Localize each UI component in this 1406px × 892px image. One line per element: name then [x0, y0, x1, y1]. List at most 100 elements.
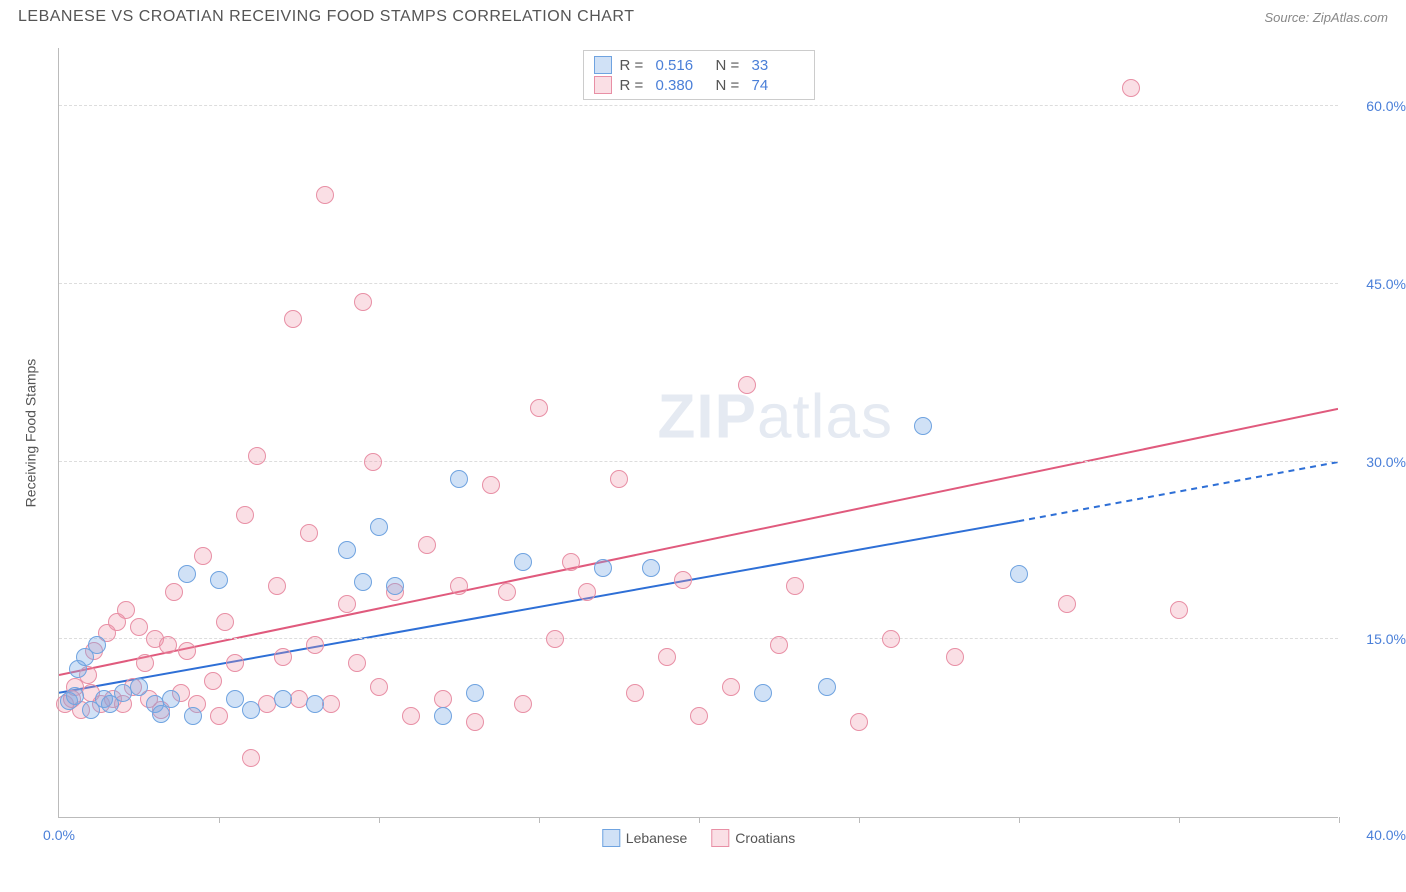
- data-point-lebanese: [152, 705, 170, 723]
- data-point-croatians: [690, 707, 708, 725]
- scatter-chart: ZIPatlas R = 0.516 N = 33 R = 0.380 N = …: [58, 48, 1338, 818]
- stat-R-label: R =: [620, 57, 648, 74]
- data-point-croatians: [482, 476, 500, 494]
- data-point-croatians: [216, 613, 234, 631]
- stat-N-value-lebanese: 33: [752, 57, 804, 74]
- gridline: [59, 638, 1338, 639]
- stats-row-lebanese: R = 0.516 N = 33: [594, 55, 804, 75]
- data-point-lebanese: [370, 518, 388, 536]
- data-point-croatians: [322, 695, 340, 713]
- x-tick: [1179, 817, 1180, 823]
- data-point-croatians: [306, 636, 324, 654]
- x-tick: [1019, 817, 1020, 823]
- data-point-croatians: [178, 642, 196, 660]
- swatch-croatians: [594, 76, 612, 94]
- data-point-croatians: [348, 654, 366, 672]
- stat-N-value-croatians: 74: [752, 77, 804, 94]
- data-point-lebanese: [226, 690, 244, 708]
- data-point-croatians: [450, 577, 468, 595]
- data-point-lebanese: [242, 701, 260, 719]
- data-point-croatians: [770, 636, 788, 654]
- data-point-lebanese: [818, 678, 836, 696]
- data-point-croatians: [610, 470, 628, 488]
- data-point-croatians: [159, 636, 177, 654]
- data-point-croatians: [210, 707, 228, 725]
- stat-N-label: N =: [716, 77, 744, 94]
- data-point-croatians: [530, 399, 548, 417]
- x-tick-label-max: 40.0%: [1366, 827, 1406, 843]
- y-tick-label: 60.0%: [1366, 98, 1406, 114]
- gridline: [59, 105, 1338, 106]
- stat-R-value-lebanese: 0.516: [656, 57, 708, 74]
- data-point-croatians: [1170, 601, 1188, 619]
- legend-label-lebanese: Lebanese: [626, 830, 688, 846]
- data-point-lebanese: [386, 577, 404, 595]
- data-point-lebanese: [306, 695, 324, 713]
- data-point-croatians: [364, 453, 382, 471]
- data-point-croatians: [354, 293, 372, 311]
- data-point-croatians: [316, 186, 334, 204]
- stat-R-value-croatians: 0.380: [656, 77, 708, 94]
- y-tick-label: 30.0%: [1366, 454, 1406, 470]
- data-point-croatians: [626, 684, 644, 702]
- data-point-lebanese: [434, 707, 452, 725]
- data-point-croatians: [248, 447, 266, 465]
- data-point-lebanese: [178, 565, 196, 583]
- stats-box: R = 0.516 N = 33 R = 0.380 N = 74: [583, 50, 815, 100]
- watermark: ZIPatlas: [658, 382, 893, 453]
- data-point-lebanese: [450, 470, 468, 488]
- data-point-croatians: [562, 553, 580, 571]
- data-point-croatians: [274, 648, 292, 666]
- stat-R-label: R =: [620, 77, 648, 94]
- x-tick: [219, 817, 220, 823]
- y-tick-label: 15.0%: [1366, 631, 1406, 647]
- data-point-croatians: [165, 583, 183, 601]
- data-point-lebanese: [754, 684, 772, 702]
- legend-swatch-croatians: [711, 829, 729, 847]
- data-point-lebanese: [354, 573, 372, 591]
- data-point-croatians: [498, 583, 516, 601]
- data-point-croatians: [226, 654, 244, 672]
- legend-item-croatians: Croatians: [711, 829, 795, 847]
- x-tick-label-min: 0.0%: [43, 827, 75, 843]
- data-point-croatians: [674, 571, 692, 589]
- data-point-lebanese: [514, 553, 532, 571]
- data-point-croatians: [434, 690, 452, 708]
- chart-legend: Lebanese Croatians: [602, 829, 795, 847]
- data-point-croatians: [236, 506, 254, 524]
- gridline: [59, 283, 1338, 284]
- data-point-lebanese: [210, 571, 228, 589]
- watermark-atlas: atlas: [757, 383, 893, 452]
- data-point-lebanese: [66, 687, 84, 705]
- y-axis-label-container: Receiving Food Stamps: [20, 48, 40, 818]
- legend-swatch-lebanese: [602, 829, 620, 847]
- data-point-croatians: [658, 648, 676, 666]
- data-point-croatians: [402, 707, 420, 725]
- watermark-zip: ZIP: [658, 383, 757, 452]
- data-point-croatians: [786, 577, 804, 595]
- swatch-lebanese: [594, 56, 612, 74]
- data-point-croatians: [514, 695, 532, 713]
- data-point-croatians: [882, 630, 900, 648]
- x-tick: [859, 817, 860, 823]
- data-point-croatians: [204, 672, 222, 690]
- data-point-lebanese: [162, 690, 180, 708]
- data-point-croatians: [370, 678, 388, 696]
- data-point-lebanese: [914, 417, 932, 435]
- data-point-croatians: [850, 713, 868, 731]
- data-point-lebanese: [130, 678, 148, 696]
- x-tick: [1339, 817, 1340, 823]
- data-point-croatians: [117, 601, 135, 619]
- data-point-croatians: [130, 618, 148, 636]
- data-point-croatians: [1122, 79, 1140, 97]
- y-axis-label: Receiving Food Stamps: [22, 359, 38, 508]
- data-point-croatians: [946, 648, 964, 666]
- data-point-lebanese: [466, 684, 484, 702]
- chart-header: LEBANESE VS CROATIAN RECEIVING FOOD STAM…: [0, 0, 1406, 30]
- legend-label-croatians: Croatians: [735, 830, 795, 846]
- data-point-croatians: [722, 678, 740, 696]
- data-point-lebanese: [274, 690, 292, 708]
- legend-item-lebanese: Lebanese: [602, 829, 688, 847]
- data-point-lebanese: [338, 541, 356, 559]
- data-point-croatians: [466, 713, 484, 731]
